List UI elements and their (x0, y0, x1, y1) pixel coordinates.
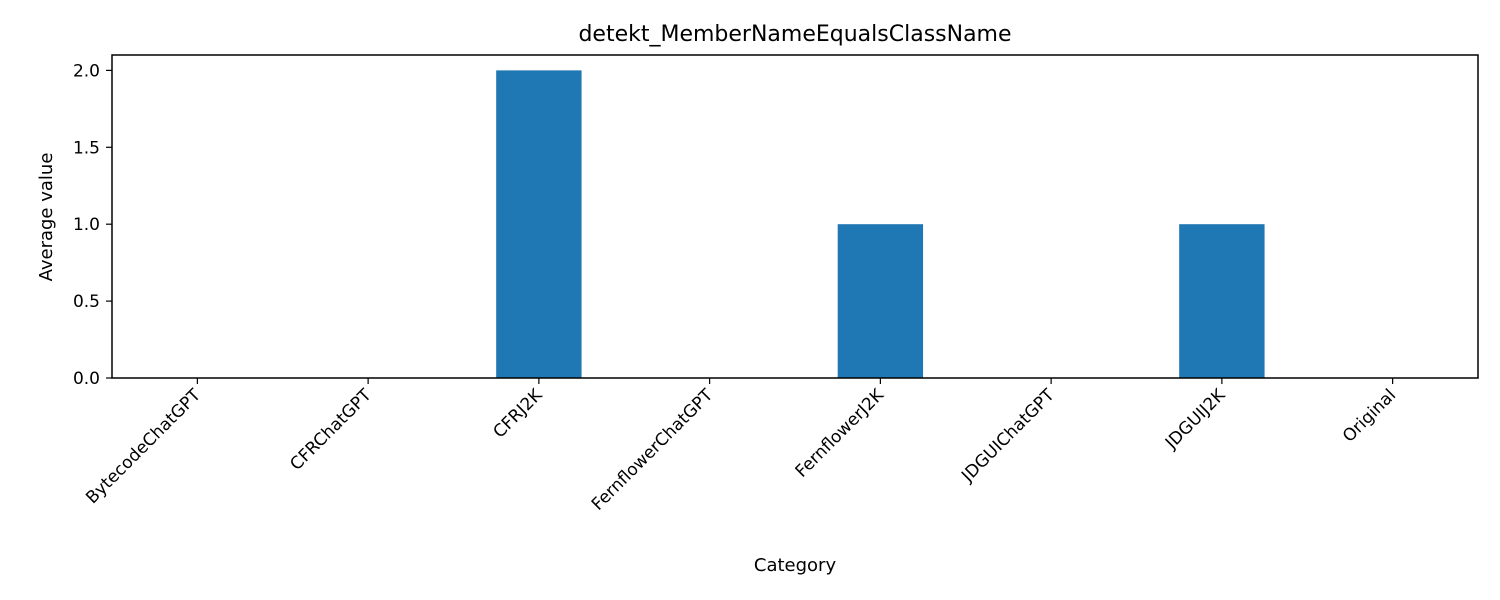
x-tick-label: CFRChatGPT (286, 385, 376, 475)
bars-group (496, 70, 1265, 378)
y-axis: 0.0 0.5 1.0 1.5 2.0 (73, 61, 112, 389)
x-axis: BytecodeChatGPT CFRChatGPT CFRJ2K Fernflowe… (82, 378, 1400, 515)
x-axis-label: Category (754, 555, 837, 576)
x-tick-label: Original (1339, 385, 1400, 446)
y-tick-label: 0.0 (73, 369, 100, 389)
x-tick-label: CFRJ2K (490, 385, 547, 442)
x-tick-label: BytecodeChatGPT (82, 385, 205, 508)
x-tick-label: FernflowerJ2K (792, 385, 889, 482)
y-tick-label: 0.5 (73, 292, 100, 312)
plot-frame (111, 54, 1479, 379)
y-tick-label: 1.5 (73, 138, 100, 158)
bar-jdguij2k (1179, 224, 1265, 378)
y-tick-label: 1.0 (73, 215, 100, 235)
chart-title: detekt_MemberNameEqualsClassName (578, 22, 1011, 47)
x-tick-label: JDGUIJ2K (1161, 385, 1230, 454)
bar-fernflowerj2k (837, 224, 924, 378)
bar-cfrj2k (496, 70, 582, 378)
x-tick-label: FernflowerChatGPT (588, 385, 718, 515)
x-tick-label: JDGUIChatGPT (957, 385, 1059, 487)
y-tick-label: 2.0 (73, 61, 100, 81)
y-axis-label: Average value (36, 153, 57, 282)
